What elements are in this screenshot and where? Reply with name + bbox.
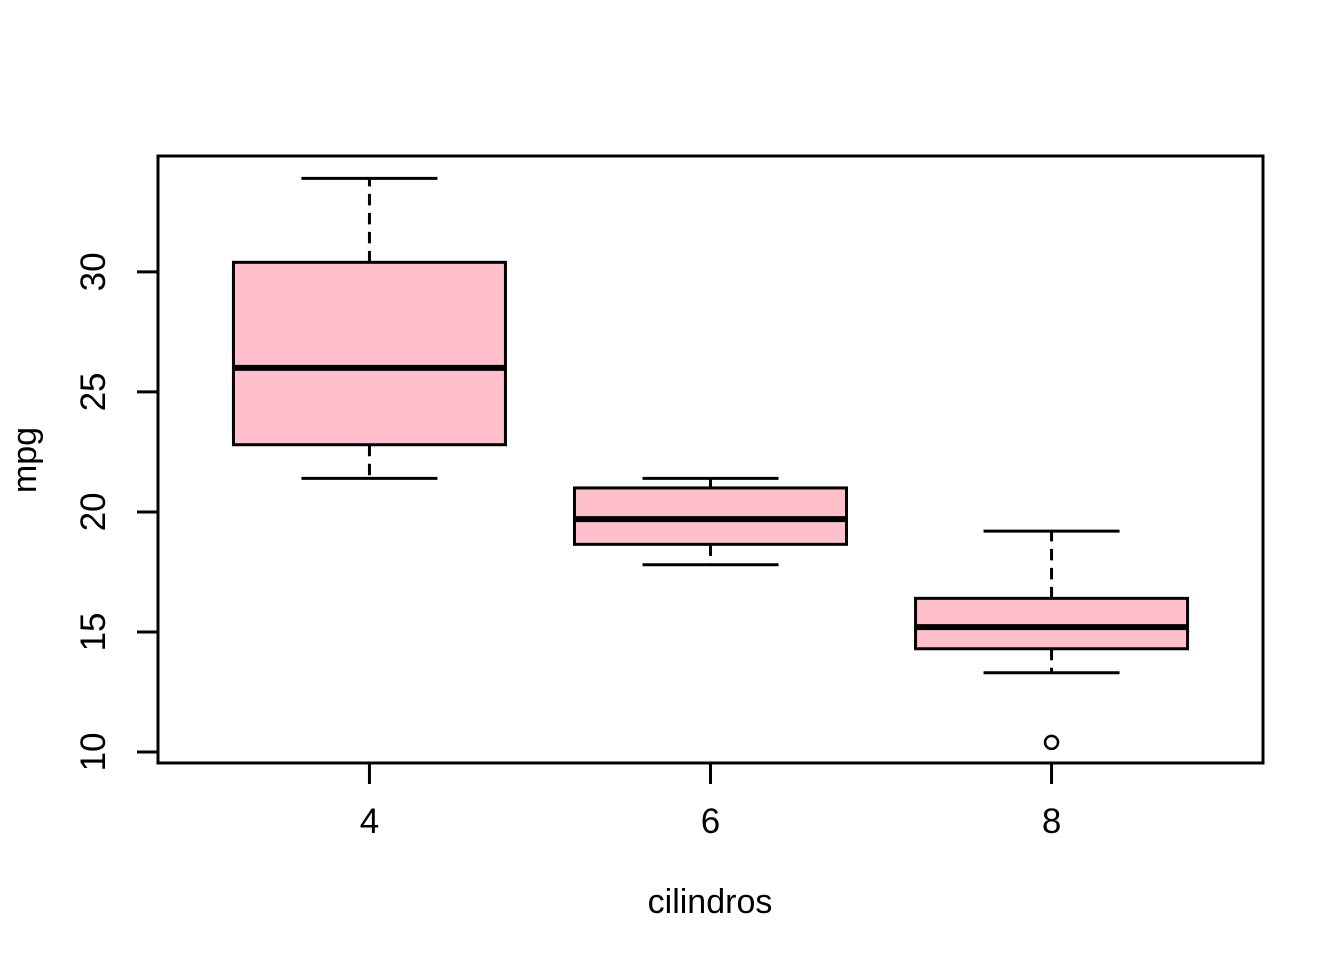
box-group-8 [914, 529, 1190, 751]
x-axis-tick-label: 4 [360, 802, 379, 841]
axes-layer: 10 15 20 25 30 4 6 8 [74, 252, 1061, 841]
box-group-6 [573, 476, 848, 567]
outlier-point [1043, 734, 1060, 751]
y-axis-tick-label: 20 [74, 492, 113, 531]
y-axis-title: mpg [6, 427, 44, 493]
y-axis-tick-label: 25 [74, 372, 113, 411]
x-axis-title: cilindros [648, 883, 773, 921]
iqr-box [914, 596, 1190, 651]
boxes-layer [231, 176, 1190, 751]
y-axis-tick-label: 30 [74, 252, 113, 291]
y-axis-tick-label: 15 [74, 612, 113, 651]
x-axis-tick-label: 6 [701, 802, 720, 841]
iqr-box [573, 486, 848, 546]
y-axis-tick-label: 10 [74, 732, 113, 771]
box-group-4 [231, 176, 507, 480]
iqr-box [231, 260, 507, 447]
x-axis-tick-label: 8 [1042, 802, 1061, 841]
